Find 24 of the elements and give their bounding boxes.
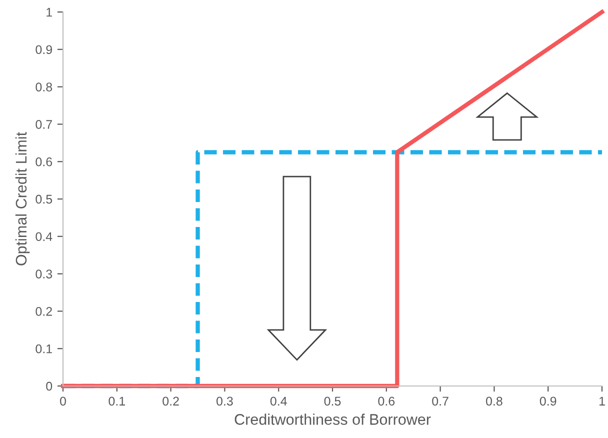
x-tick-label: 0.7: [432, 396, 448, 406]
y-tick-label: 0.1: [36, 344, 52, 354]
y-tick-label: 0.9: [36, 45, 52, 54]
y-tick-label: 0.6: [36, 157, 52, 166]
x-axis-title: Creditworthiness of Borrower: [234, 414, 431, 425]
x-tick-label: 0.4: [270, 396, 287, 406]
y-tick-label: 1: [46, 8, 52, 17]
y-tick-label: 0.2: [36, 307, 52, 316]
y-tick-label: 0.4: [36, 232, 52, 242]
x-tick-label: 1: [599, 396, 605, 406]
y-tick-label: 0.7: [36, 120, 52, 129]
x-tick-label: 0.9: [540, 396, 556, 406]
x-tick-label: 0.3: [216, 396, 233, 406]
y-tick-label: 0: [46, 382, 52, 391]
x-tick-label: 0.8: [486, 396, 502, 406]
x-tick-label: 0: [60, 396, 66, 406]
x-tick-label: 0.6: [378, 396, 395, 406]
y-tick-label: 0.8: [36, 82, 52, 92]
y-tick-label: 0.3: [36, 270, 52, 278]
y-tick-label: 0.5: [36, 194, 52, 204]
x-tick-label: 0.5: [324, 396, 341, 406]
x-tick-label: 0.2: [162, 396, 179, 406]
y-axis-title: Optimal Credit Limit: [15, 132, 30, 266]
x-tick-label: 0.1: [108, 396, 125, 406]
